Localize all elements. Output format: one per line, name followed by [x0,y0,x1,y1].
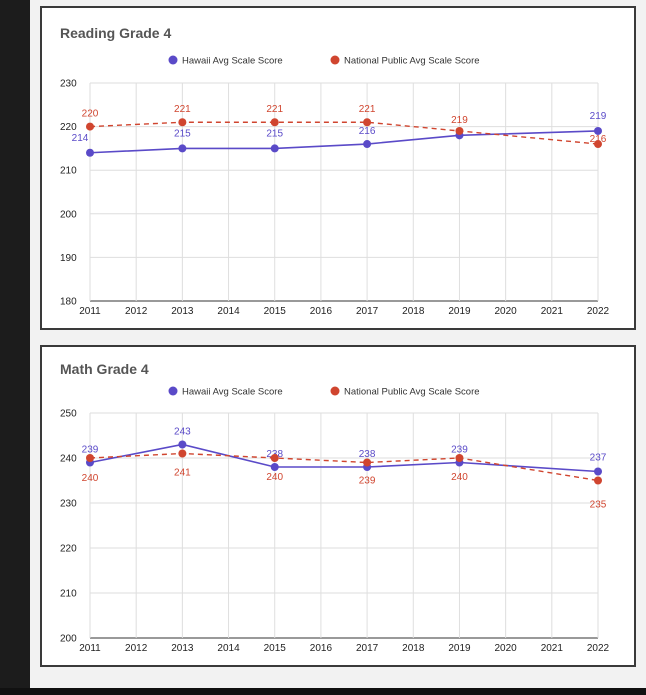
hawaii-data-point [270,463,279,471]
x-tick-label: 2018 [402,643,425,654]
hawaii-data-label: 237 [590,453,607,464]
x-tick-label: 2016 [310,643,333,654]
x-tick-label: 2016 [310,306,333,317]
national-data-point [455,454,464,462]
x-tick-label: 2014 [217,643,240,654]
hawaii-data-label: 239 [82,445,99,456]
hawaii-data-point [178,144,187,153]
national-data-point [594,476,602,485]
chart-legend: Hawaii Avg Scale Score National Public A… [168,55,480,67]
legend-label-hawaii: Hawaii Avg Scale Score [182,387,283,398]
x-tick-label: 2013 [171,643,194,654]
y-tick-label: 250 [60,409,77,420]
national-data-point [178,118,187,127]
hawaii-data-label: 219 [590,111,607,122]
legend-marker-hawaii [168,386,178,396]
national-data-label: 221 [266,104,283,115]
national-data-point [455,126,464,135]
y-tick-label: 230 [60,499,77,510]
national-data-label: 221 [174,104,191,115]
national-data-label: 235 [590,500,607,511]
chart-title: Reading Grade 4 [60,25,171,41]
x-tick-label: 2017 [356,306,379,317]
x-tick-label: 2019 [448,306,471,317]
national-data-label: 240 [82,473,99,484]
legend-label-hawaii: Hawaii Avg Scale Score [182,56,283,67]
hawaii-data-point [594,467,602,476]
national-data-point [363,458,372,467]
plot-area: 200 210 220 230 240 250 2011 2012 2013 2014 2015 20… [60,409,610,655]
y-tick-label: 200 [60,209,77,220]
x-tick-label: 2022 [587,643,610,654]
national-data-label: 239 [359,476,376,487]
x-tick-label: 2011 [79,306,101,317]
hawaii-data-label: 238 [359,449,376,460]
hawaii-data-point [594,126,602,135]
hawaii-data-label: 214 [72,133,89,144]
national-data-label: 241 [174,468,191,479]
x-tick-label: 2011 [79,643,101,654]
y-tick-label: 210 [60,589,77,600]
chart-legend: Hawaii Avg Scale Score National Public A… [168,386,480,398]
hawaii-data-label: 216 [359,126,376,137]
math-grade-4-chart: Math Grade 4 Hawaii Avg Scale Score Nati… [40,345,636,667]
y-tick-label: 180 [60,297,77,308]
x-tick-label: 2021 [541,643,564,654]
hawaii-data-label: 215 [266,128,283,139]
x-tick-label: 2015 [264,643,287,654]
x-tick-label: 2021 [541,306,564,317]
y-tick-label: 240 [60,454,77,465]
x-tick-label: 2019 [448,643,471,654]
x-tick-label: 2020 [495,643,518,654]
chart-title: Math Grade 4 [60,361,149,377]
math-chart-svg: Math Grade 4 Hawaii Avg Scale Score Nati… [60,361,610,655]
national-data-label: 240 [266,472,283,483]
national-data-label: 221 [359,104,376,115]
national-data-point [594,140,602,149]
x-tick-label: 2020 [495,306,518,317]
national-data-label: 219 [451,115,468,126]
reading-grade-4-chart: Reading Grade 4 Hawaii Avg Scale Score N… [40,6,636,330]
legend-label-national: National Public Avg Scale Score [344,56,480,67]
y-tick-label: 220 [60,544,77,555]
hawaii-data-label: 215 [174,128,191,139]
x-tick-label: 2015 [264,306,287,317]
national-data-point [86,122,94,131]
national-data-point [270,118,279,127]
y-tick-label: 190 [60,253,77,264]
hawaii-series-line [89,443,599,473]
y-tick-label: 220 [60,122,77,133]
x-tick-label: 2017 [356,643,379,654]
plot-area: 180 190 200 210 220 230 2011 2012 2013 2014 2015 20… [60,79,610,318]
national-data-point [363,118,372,127]
hawaii-data-point [270,144,279,153]
legend-marker-hawaii [168,55,178,65]
y-tick-label: 210 [60,166,77,177]
x-tick-label: 2013 [171,306,194,317]
x-tick-label: 2012 [125,306,148,317]
national-data-label: 240 [451,472,468,483]
y-tick-label: 230 [60,79,77,90]
hawaii-data-point [363,140,372,149]
national-data-label: 216 [590,134,607,145]
x-tick-label: 2012 [125,643,148,654]
bottom-bar [0,688,646,695]
legend-marker-national [330,55,340,65]
y-tick-label: 200 [60,634,77,645]
x-tick-label: 2022 [587,306,610,317]
hawaii-data-point [86,148,94,157]
national-data-point [178,449,187,458]
x-tick-label: 2018 [402,306,425,317]
national-data-point [86,454,94,462]
legend-marker-national [330,386,340,396]
reading-chart-svg: Reading Grade 4 Hawaii Avg Scale Score N… [60,25,610,318]
national-data-point [270,454,279,462]
hawaii-data-label: 239 [451,445,468,456]
hawaii-series-line [89,130,599,154]
x-tick-label: 2014 [217,306,240,317]
national-data-label: 220 [82,109,99,120]
hawaii-data-point [178,440,187,449]
legend-label-national: National Public Avg Scale Score [344,387,480,398]
hawaii-data-label: 243 [174,427,191,438]
